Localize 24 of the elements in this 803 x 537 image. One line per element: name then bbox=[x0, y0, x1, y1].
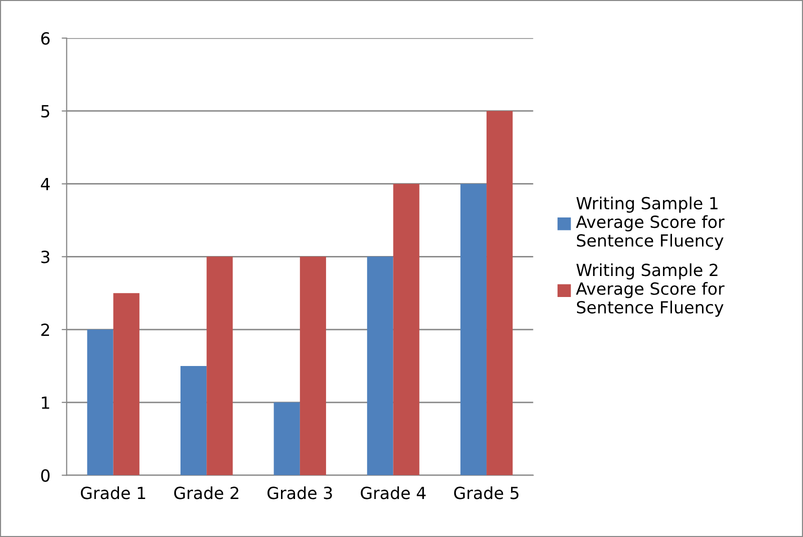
y-tick-label: 4 bbox=[40, 178, 50, 190]
y-tick-label: 5 bbox=[41, 105, 50, 118]
bar bbox=[206, 256, 233, 476]
bar bbox=[87, 330, 114, 476]
bar bbox=[113, 293, 140, 476]
bar bbox=[274, 402, 300, 476]
x-tick-label: Grade 5 bbox=[454, 486, 518, 500]
y-tick-label: 1 bbox=[42, 396, 50, 409]
legend-label: Writing Sample 1 Average Score for Sentence Fluency bbox=[576, 196, 724, 250]
bar bbox=[486, 110, 513, 476]
x-tick-label: Grade 2 bbox=[174, 486, 238, 500]
x-tick-label: Grade 1 bbox=[80, 486, 146, 500]
y-tick-label: 3 bbox=[41, 250, 50, 264]
bar bbox=[393, 184, 420, 476]
bar bbox=[367, 256, 394, 476]
y-tick-label: 6 bbox=[41, 32, 50, 45]
bar bbox=[300, 256, 326, 476]
legend-label: Writing Sample 2 Average Score for Sentence Fluency bbox=[576, 263, 724, 317]
bar bbox=[460, 184, 487, 476]
x-tick-label: Grade 3 bbox=[267, 486, 332, 500]
y-tick-label: 0 bbox=[41, 469, 50, 482]
y-tick-label: 2 bbox=[41, 324, 50, 336]
bar bbox=[180, 366, 207, 476]
x-tick-label: Grade 4 bbox=[360, 486, 426, 500]
